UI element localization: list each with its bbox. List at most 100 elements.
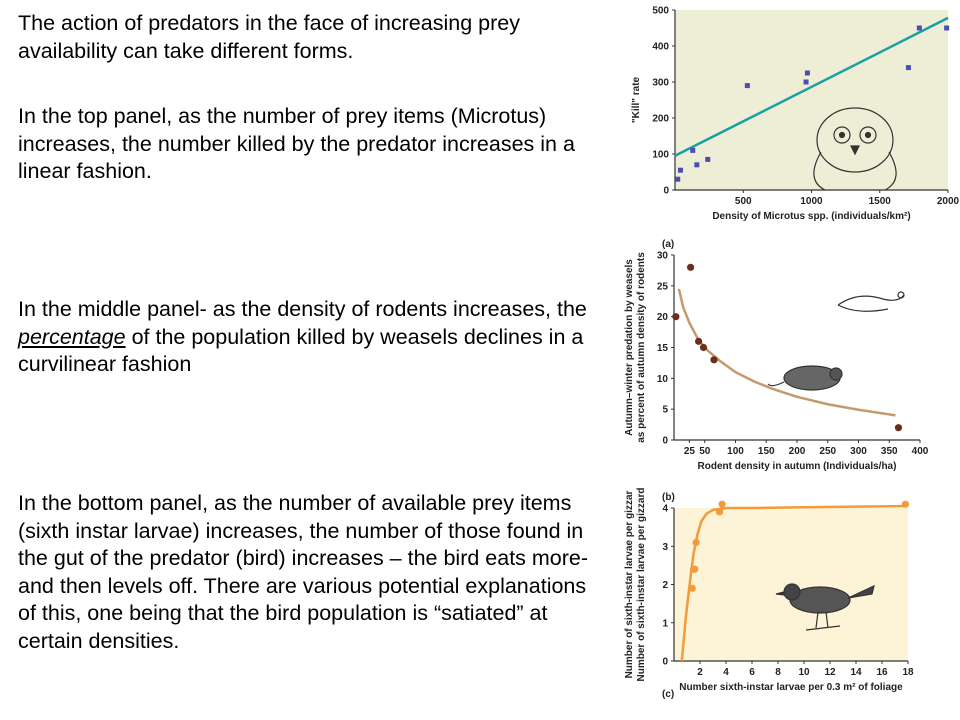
owl-eye-right [859,126,877,144]
y-tick-label: 0 [662,657,668,668]
plot-area [675,10,948,190]
owl-illustration [813,107,897,191]
data-point [705,156,711,162]
owl-pupil-right [864,131,872,139]
y-axis-label-line: Autumn–winter predation by weasels [624,259,635,436]
chart-panel-1: 0 100 200 300 400 500 500 1000 1500 2000 Density o… [631,6,960,223]
x-tick-label: 200 [789,446,806,457]
y-axis-label: Number of sixth-instar larvae per gizzar… [624,488,647,682]
y-tick-label: 0 [662,436,668,447]
y-tick-label: 2 [662,580,668,591]
data-point [688,584,696,592]
data-point [718,500,726,508]
fit-curve [680,504,909,662]
y-axis-label-line: Number of sixth-instar larvae per gizzar… [636,488,647,682]
vole-tail [767,381,785,387]
data-point [690,147,696,153]
data-point [916,25,922,31]
panel-label-bottom: (c) [662,689,674,700]
data-point [901,500,910,508]
paragraph-bottom-panel: In the bottom panel, as the number of av… [18,491,589,653]
bird-illustration [775,583,875,631]
y-tick-label: 100 [652,150,669,161]
y-axis-label-line: Number of sixth-instar larvae per gizzar [624,490,635,678]
x-tick-label: 400 [912,446,929,457]
x-tick-label: 300 [850,446,867,457]
y-axis-label: Autumn–winter predation by weaselsas per… [624,252,647,443]
data-point [675,176,681,182]
vole-head [829,367,843,381]
x-tick-label: 100 [727,446,744,457]
data-point [744,83,750,89]
x-axis-label: Rodent density in autumn (Individuals/ha… [698,461,897,472]
data-point [710,356,718,364]
weasel-body [837,294,905,312]
data-point [905,65,911,71]
x-axis-label: Density of Microtus spp. (individuals/km… [712,211,910,222]
fit-curve [677,288,896,417]
y-tick-label: 10 [657,374,669,385]
panel-label: (a) [662,239,674,250]
x-tick-label: 150 [758,446,775,457]
y-tick-label: 15 [657,343,669,354]
x-tick-label: 14 [850,667,862,678]
paragraph-middle-panel: In the middle panel- as the density of r… [18,296,608,379]
y-tick-label: 1 [662,618,668,629]
y-tick-label: 400 [652,42,669,53]
x-tick-label: 10 [798,667,810,678]
data-point [691,565,699,573]
x-axis-label: Number sixth-instar larvae per 0.3 m² of… [679,682,903,693]
owl-eye-left [833,126,851,144]
data-point [677,167,683,173]
x-tick-label: 2 [697,667,703,678]
data-point [672,313,680,321]
data-point [695,337,703,345]
data-point [944,25,950,31]
trend-line [674,16,949,157]
y-axis-label-line: "Kill" rate [631,76,642,123]
x-tick-label: 500 [735,196,752,207]
data-point [715,508,724,516]
data-point [687,263,695,271]
panel-label: (b) [662,492,675,503]
data-point [804,70,810,76]
x-tick-label: 250 [819,446,836,457]
y-tick-label: 20 [657,312,669,323]
paragraph-middle-part-c: of the population killed by weasels decl… [18,324,584,377]
y-tick-label: 500 [652,6,669,17]
owl-wings [813,151,897,191]
weasel-illustration [837,291,905,312]
data-point [894,424,903,432]
y-axis-label-line: as percent of autumn density of rodents [636,252,647,443]
bird-legs-branch [805,611,841,631]
y-axis-label: "Kill" rate [631,76,642,123]
x-tick-label: 2000 [937,196,960,207]
x-tick-label: 12 [824,667,836,678]
bird-tail [847,584,875,599]
x-tick-label: 50 [699,446,711,457]
y-tick-label: 3 [662,542,668,553]
x-tick-label: 1500 [869,196,892,207]
y-tick-label: 200 [652,114,669,125]
x-tick-label: 4 [723,667,729,678]
owl-head [816,107,894,173]
paragraph-top-panel: In the top panel, as the number of prey … [18,104,575,183]
x-tick-label: 6 [749,667,755,678]
plot-area [674,255,920,440]
paragraph-intro: The action of predators in the face of i… [18,11,520,63]
data-point [694,162,700,168]
x-tick-label: 8 [775,667,781,678]
data-point [803,79,809,85]
data-point [692,538,700,547]
owl-pupil-left [838,131,846,139]
x-tick-label: 1000 [800,196,823,207]
owl-beak [850,145,860,156]
x-tick-label: 350 [881,446,898,457]
x-tick-label: 16 [876,667,888,678]
y-tick-label: 25 [657,281,669,292]
paragraph-middle-emphasis: percentage [18,324,126,349]
weasel-head [897,291,905,299]
y-tick-label: 30 [657,251,669,262]
y-tick-label: 0 [663,186,669,197]
